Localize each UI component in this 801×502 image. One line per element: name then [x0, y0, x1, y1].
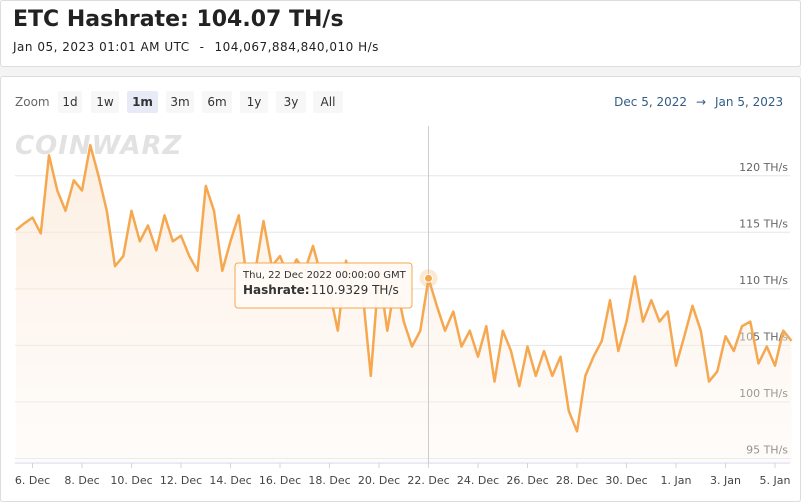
chart-card: Zoom 1d 1w 1m 3m 6m 1y 3y All Dec 5, 2022 → Jan 5, …: [0, 76, 801, 502]
button-label[interactable]: 1w: [96, 95, 114, 109]
timestamp: Jan 05, 2023 01:01 AM UTC: [13, 40, 190, 54]
range-to: Jan 5, 2023: [714, 95, 783, 109]
y-tick-label: 115 TH/s: [739, 217, 788, 230]
tooltip-header: Thu, 22 Dec 2022 00:00:00 GMT: [242, 270, 407, 281]
button-bg: [166, 91, 194, 113]
zoom-button[interactable]: All: [313, 91, 343, 113]
button-label[interactable]: 1d: [62, 95, 77, 109]
button-label[interactable]: 3y: [284, 95, 299, 109]
tooltip-box: [234, 262, 413, 309]
y-tick-label: 110 TH/s: [739, 274, 788, 287]
button-label[interactable]: All: [321, 95, 336, 109]
x-tick-label: 30. Dec: [605, 474, 647, 487]
zoom-button[interactable]: 3y: [276, 91, 306, 113]
button-bg: [202, 91, 232, 113]
subtitle: Jan 05, 2023 01:01 AM UTC -104,067,884,84…: [13, 40, 389, 54]
chart: Zoom 1d 1w 1m 3m 6m 1y 3y All Dec 5, 2022 → Jan 5, …: [15, 91, 793, 487]
x-tick-label: 20. Dec: [358, 474, 400, 487]
area-fill: [16, 145, 792, 463]
zoom-button[interactable]: 1y: [240, 91, 268, 113]
tooltip: Thu, 22 Dec 2022 00:00:00 GMT Hashrate: 11…: [234, 262, 413, 309]
zoom-button[interactable]: 1d: [58, 91, 82, 113]
x-tick-label: 10. Dec: [110, 474, 152, 487]
x-tick-label: 8. Dec: [64, 474, 99, 487]
x-tick-label: 18. Dec: [308, 474, 350, 487]
button-bg: [313, 91, 343, 113]
header-card: ETC Hashrate: 104.07 TH/s Jan 05, 2023 0…: [0, 0, 801, 67]
zoom-button[interactable]: 6m: [202, 91, 232, 113]
hover-point: [424, 273, 433, 283]
x-tick-label: 28. Dec: [556, 474, 598, 487]
x-tick-label: 24. Dec: [457, 474, 499, 487]
button-bg: [58, 91, 82, 113]
raw-hashrate: 104,067,884,840,010 H/s: [214, 40, 379, 54]
tooltip-value: 110.9329 TH/s: [311, 283, 399, 297]
zoom-label: Zoom: [15, 95, 50, 109]
x-tick-label: 1. Jan: [661, 474, 692, 487]
y-tick-label: 120 TH/s: [739, 161, 788, 174]
x-tick-label: 14. Dec: [209, 474, 251, 487]
button-bg: [276, 91, 306, 113]
button-bg: [91, 91, 119, 113]
x-tick-label: 6. Dec: [15, 474, 50, 487]
line-series: [15, 143, 793, 433]
page-title: ETC Hashrate: 104.07 TH/s: [13, 7, 344, 32]
separator: -: [199, 40, 205, 54]
zoom-button[interactable]: 1m: [127, 91, 158, 113]
button-label[interactable]: 1m: [132, 95, 153, 109]
watermark: COINWARZ: [15, 131, 183, 161]
x-tick-label: 3. Jan: [710, 474, 741, 487]
x-tick-label: 12. Dec: [160, 474, 202, 487]
x-tick-label: 16. Dec: [259, 474, 301, 487]
tooltip-label: Hashrate:: [243, 283, 310, 297]
zoom-button[interactable]: 3m: [166, 91, 194, 113]
x-tick-label: 5. Jan: [760, 474, 791, 487]
x-tick-label: 26. Dec: [506, 474, 548, 487]
button-label[interactable]: 6m: [207, 95, 226, 109]
zoom-button[interactable]: 1w: [91, 91, 119, 113]
range-from: Dec 5, 2022: [614, 95, 687, 109]
x-tick-label: 22. Dec: [407, 474, 449, 487]
button-bg: [127, 91, 158, 113]
button-label[interactable]: 1y: [247, 95, 262, 109]
range-arrow: →: [696, 95, 706, 109]
button-bg: [240, 91, 268, 113]
button-label[interactable]: 3m: [170, 95, 189, 109]
